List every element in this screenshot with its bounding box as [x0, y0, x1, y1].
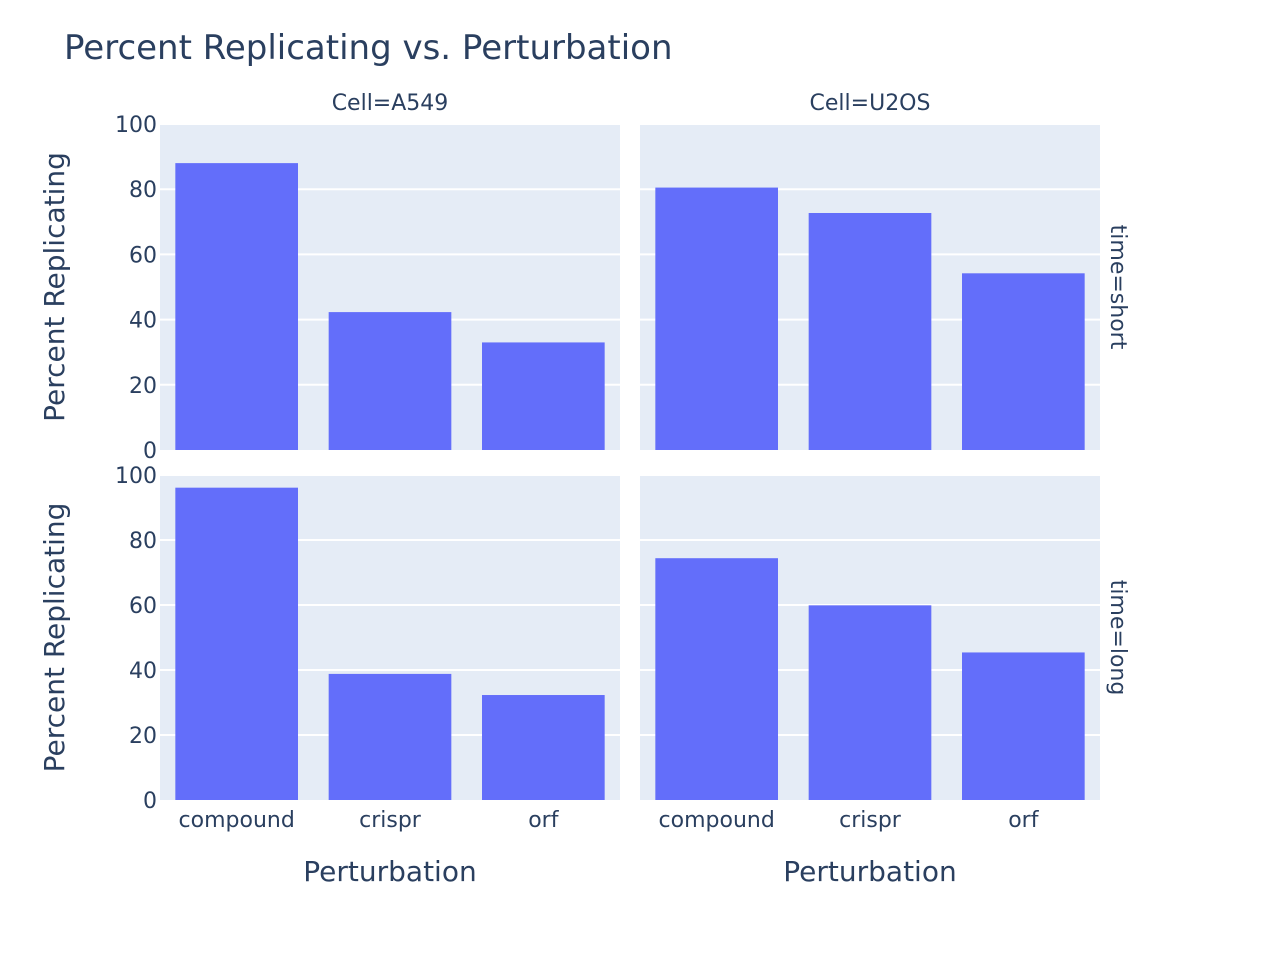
x-tick-label: orf [528, 808, 560, 833]
y-tick-label: 60 [129, 594, 157, 619]
y-tick-label: 60 [129, 243, 157, 268]
y-tick-label: 40 [129, 309, 157, 334]
y-axis-label: Percent Replicating [38, 503, 71, 773]
bar-orf [482, 342, 605, 450]
bar-crispr [808, 212, 932, 450]
x-tick-label: compound [659, 808, 775, 833]
y-tick-label: 20 [129, 724, 157, 749]
y-tick-label: 20 [129, 374, 157, 399]
x-axis-label: Perturbation [783, 855, 956, 888]
panels-layer: 0 20 40 60 80 100 Percent Replicating Cell=A549… [38, 91, 1130, 888]
row-facet-label: time=short [1105, 225, 1130, 350]
bar-orf [962, 652, 1085, 800]
x-tick-label: compound [179, 808, 295, 833]
column-facet-label: Cell=A549 [332, 91, 449, 116]
bar-crispr [808, 605, 932, 800]
y-tick-label: 40 [129, 659, 157, 684]
y-axis-label: Percent Replicating [38, 152, 71, 422]
facet-panel: Cell=U2OS time=short [640, 91, 1130, 450]
bar-crispr [328, 673, 452, 800]
y-tick-label: 100 [115, 464, 157, 489]
bar-orf [962, 273, 1085, 450]
x-tick-label: crispr [839, 808, 902, 833]
bar-compound [655, 558, 778, 800]
x-tick-label: crispr [359, 808, 422, 833]
y-tick-label: 100 [115, 113, 157, 138]
chart-title: Percent Replicating vs. Perturbation [64, 28, 673, 68]
bar-compound [655, 187, 778, 450]
row-facet-label: time=long [1105, 580, 1130, 696]
y-tick-label: 0 [143, 439, 157, 464]
bar-compound [175, 487, 298, 800]
bar-orf [482, 695, 605, 800]
y-tick-label: 80 [129, 529, 157, 554]
bar-crispr [328, 312, 452, 450]
x-axis-label: Perturbation [303, 855, 476, 888]
facet-panel: 0 20 40 60 80 100 Percent Replicating compound c… [38, 464, 620, 888]
x-tick-label: orf [1008, 808, 1040, 833]
bar-compound [175, 163, 298, 450]
y-tick-label: 80 [129, 178, 157, 203]
column-facet-label: Cell=U2OS [810, 91, 931, 116]
facet-panel: 0 20 40 60 80 100 Percent Replicating Cell=A549 [38, 91, 620, 464]
facet-panel: compound crispr orf Perturbation time=long [640, 474, 1130, 888]
y-tick-label: 0 [143, 789, 157, 814]
